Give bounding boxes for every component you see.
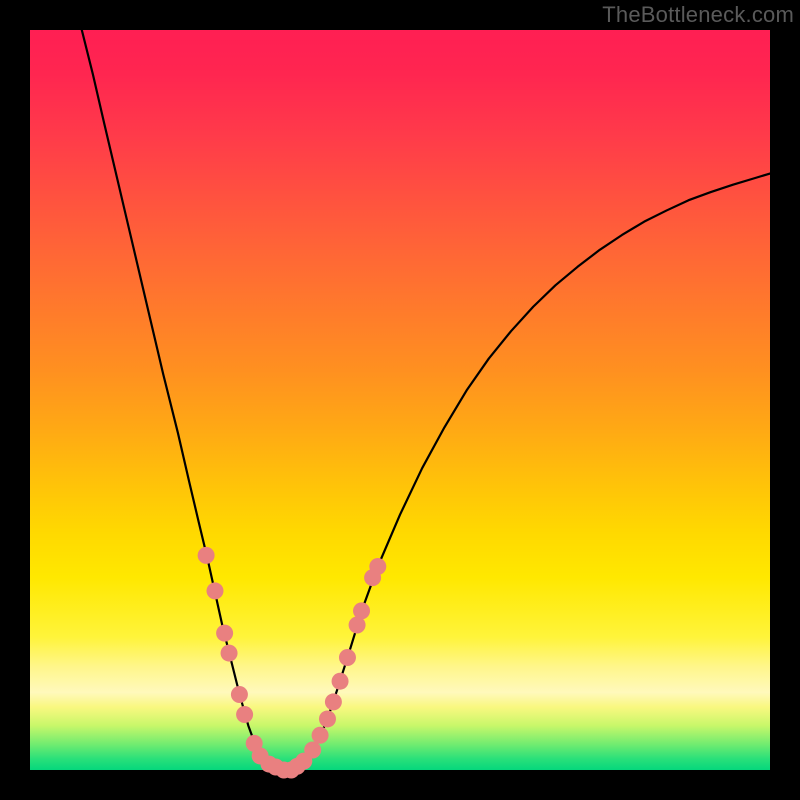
watermark-text: TheBottleneck.com [602,2,794,28]
curve-marker [304,742,321,759]
bottleneck-chart: TheBottleneck.com [0,0,800,800]
curve-marker [207,582,224,599]
curve-marker [231,686,248,703]
chart-svg [0,0,800,800]
curve-marker [312,727,329,744]
curve-marker [353,602,370,619]
curve-marker [325,693,342,710]
curve-marker [369,558,386,575]
curve-marker [198,547,215,564]
curve-marker [236,706,253,723]
curve-marker [216,625,233,642]
curve-marker [332,673,349,690]
curve-marker [221,645,238,662]
curve-marker [339,649,356,666]
curve-marker [319,710,336,727]
